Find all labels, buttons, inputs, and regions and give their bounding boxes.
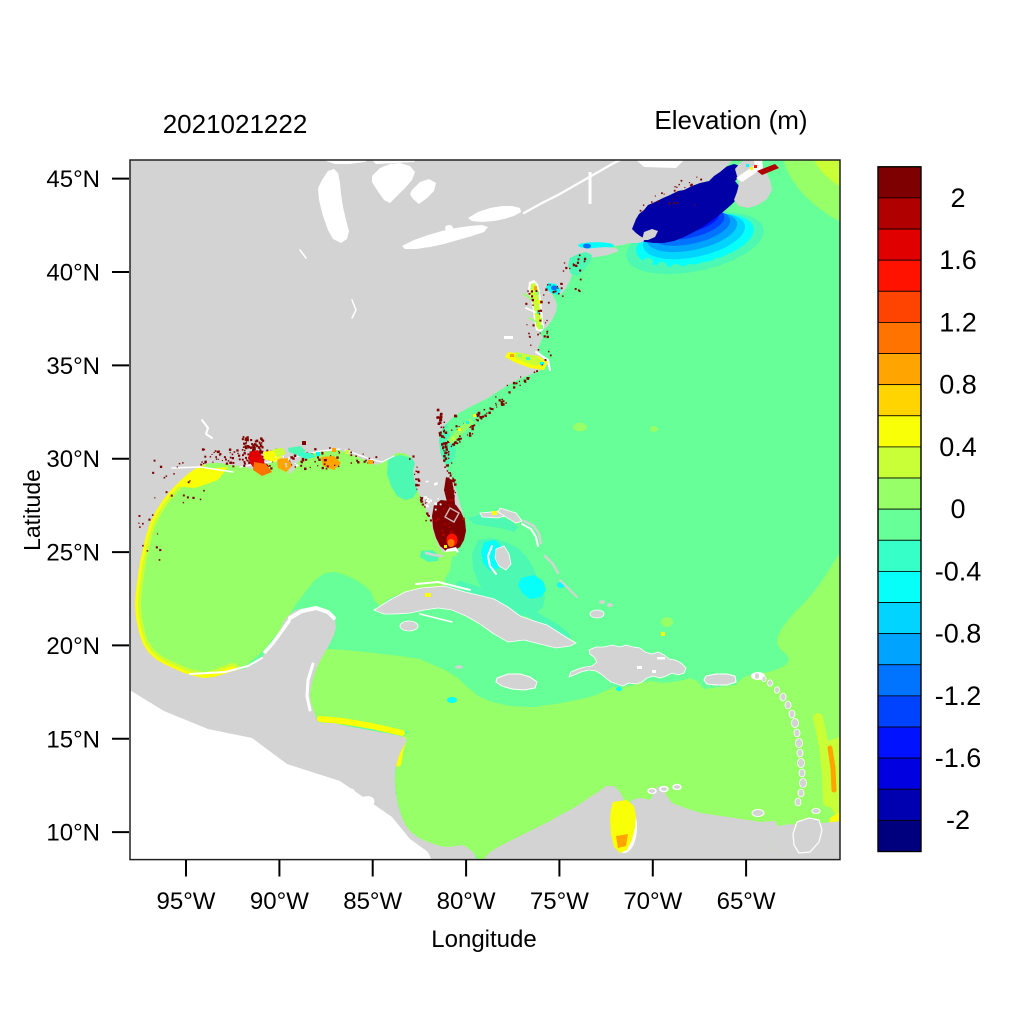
svg-text:1.6: 1.6 [939, 245, 977, 275]
svg-text:Longitude: Longitude [431, 926, 536, 953]
svg-text:15°N: 15°N [46, 726, 100, 753]
svg-text:-0.8: -0.8 [935, 619, 982, 649]
svg-text:65°W: 65°W [717, 888, 776, 915]
svg-text:90°W: 90°W [250, 888, 309, 915]
svg-text:-1.6: -1.6 [935, 743, 982, 773]
svg-text:0.8: 0.8 [939, 370, 977, 400]
svg-text:-2: -2 [946, 805, 970, 835]
svg-text:30°N: 30°N [46, 446, 100, 473]
svg-text:2021021222: 2021021222 [163, 109, 308, 139]
svg-text:Latitude: Latitude [19, 469, 45, 551]
svg-text:35°N: 35°N [46, 353, 100, 380]
svg-text:10°N: 10°N [46, 820, 100, 847]
svg-text:1.2: 1.2 [939, 307, 977, 337]
svg-text:0.4: 0.4 [939, 432, 977, 462]
svg-text:25°N: 25°N [46, 540, 100, 567]
svg-text:Elevation (m): Elevation (m) [654, 105, 807, 135]
svg-text:45°N: 45°N [46, 166, 100, 193]
svg-text:70°W: 70°W [623, 888, 682, 915]
svg-text:20°N: 20°N [46, 633, 100, 660]
svg-text:-0.4: -0.4 [935, 556, 982, 586]
svg-text:0: 0 [950, 494, 965, 524]
svg-text:85°W: 85°W [343, 888, 402, 915]
svg-text:95°W: 95°W [157, 888, 216, 915]
svg-text:80°W: 80°W [437, 888, 496, 915]
svg-text:40°N: 40°N [46, 260, 100, 287]
svg-text:-1.2: -1.2 [935, 681, 982, 711]
svg-text:2: 2 [950, 183, 965, 213]
svg-text:75°W: 75°W [530, 888, 589, 915]
